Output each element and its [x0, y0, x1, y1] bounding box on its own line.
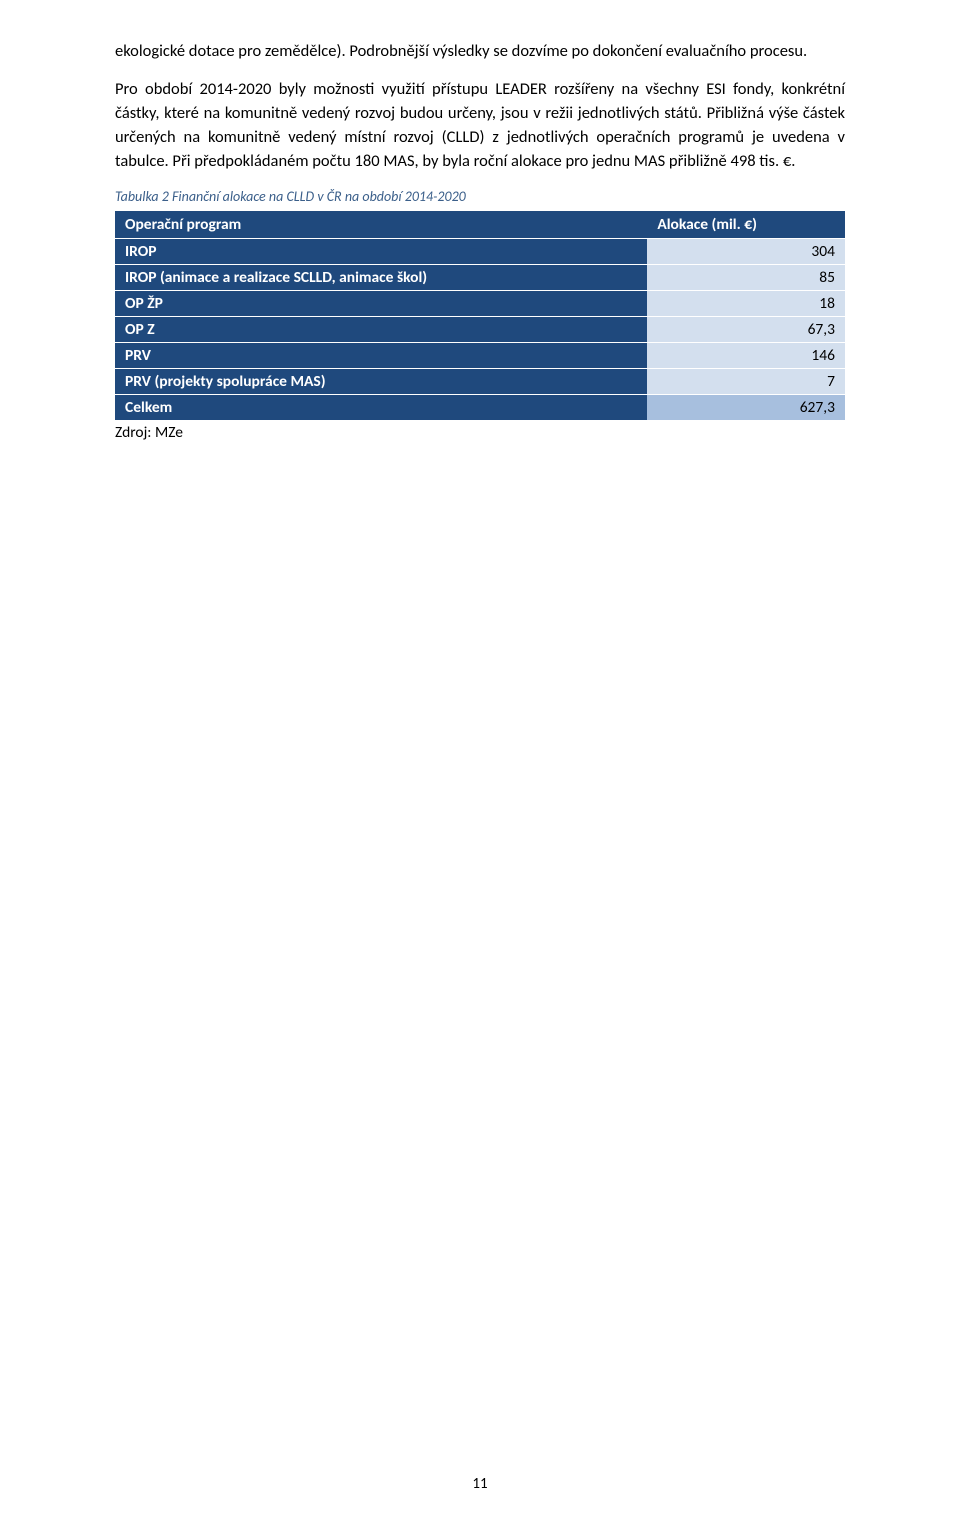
table-row: PRV (projekty spolupráce MAS)7 [115, 368, 845, 394]
col-header-amount: Alokace (mil. €) [647, 211, 845, 239]
row-amount: 304 [647, 238, 845, 264]
table-row: PRV146 [115, 342, 845, 368]
row-amount: 18 [647, 290, 845, 316]
row-label: IROP [115, 238, 647, 264]
row-label: IROP (animace a realizace SCLLD, animace… [115, 264, 647, 290]
paragraph-1: ekologické dotace pro zemědělce). Podrob… [115, 40, 845, 64]
table-row: OP Z67,3 [115, 316, 845, 342]
row-label: OP Z [115, 316, 647, 342]
row-label: PRV (projekty spolupráce MAS) [115, 368, 647, 394]
page: ekologické dotace pro zemědělce). Podrob… [0, 0, 960, 1533]
row-label: PRV [115, 342, 647, 368]
table-source: Zdroj: MZe [115, 423, 845, 442]
table-row: IROP (animace a realizace SCLLD, animace… [115, 264, 845, 290]
col-header-program: Operační program [115, 211, 647, 239]
row-amount: 146 [647, 342, 845, 368]
allocation-table: Operační program Alokace (mil. €) IROP30… [115, 211, 845, 421]
row-amount: 67,3 [647, 316, 845, 342]
table-header-row: Operační program Alokace (mil. €) [115, 211, 845, 239]
row-amount: 7 [647, 368, 845, 394]
table-row: OP ŽP18 [115, 290, 845, 316]
row-label: OP ŽP [115, 290, 647, 316]
row-amount: 85 [647, 264, 845, 290]
table-total-row: Celkem 627,3 [115, 394, 845, 420]
table-body: IROP304IROP (animace a realizace SCLLD, … [115, 238, 845, 394]
table-caption: Tabulka 2 Finanční alokace na CLLD v ČR … [115, 188, 845, 205]
page-number: 11 [0, 1475, 960, 1493]
total-label: Celkem [115, 394, 647, 420]
table-row: IROP304 [115, 238, 845, 264]
paragraph-2: Pro období 2014-2020 byly možnosti využi… [115, 78, 845, 174]
total-amount: 627,3 [647, 394, 845, 420]
